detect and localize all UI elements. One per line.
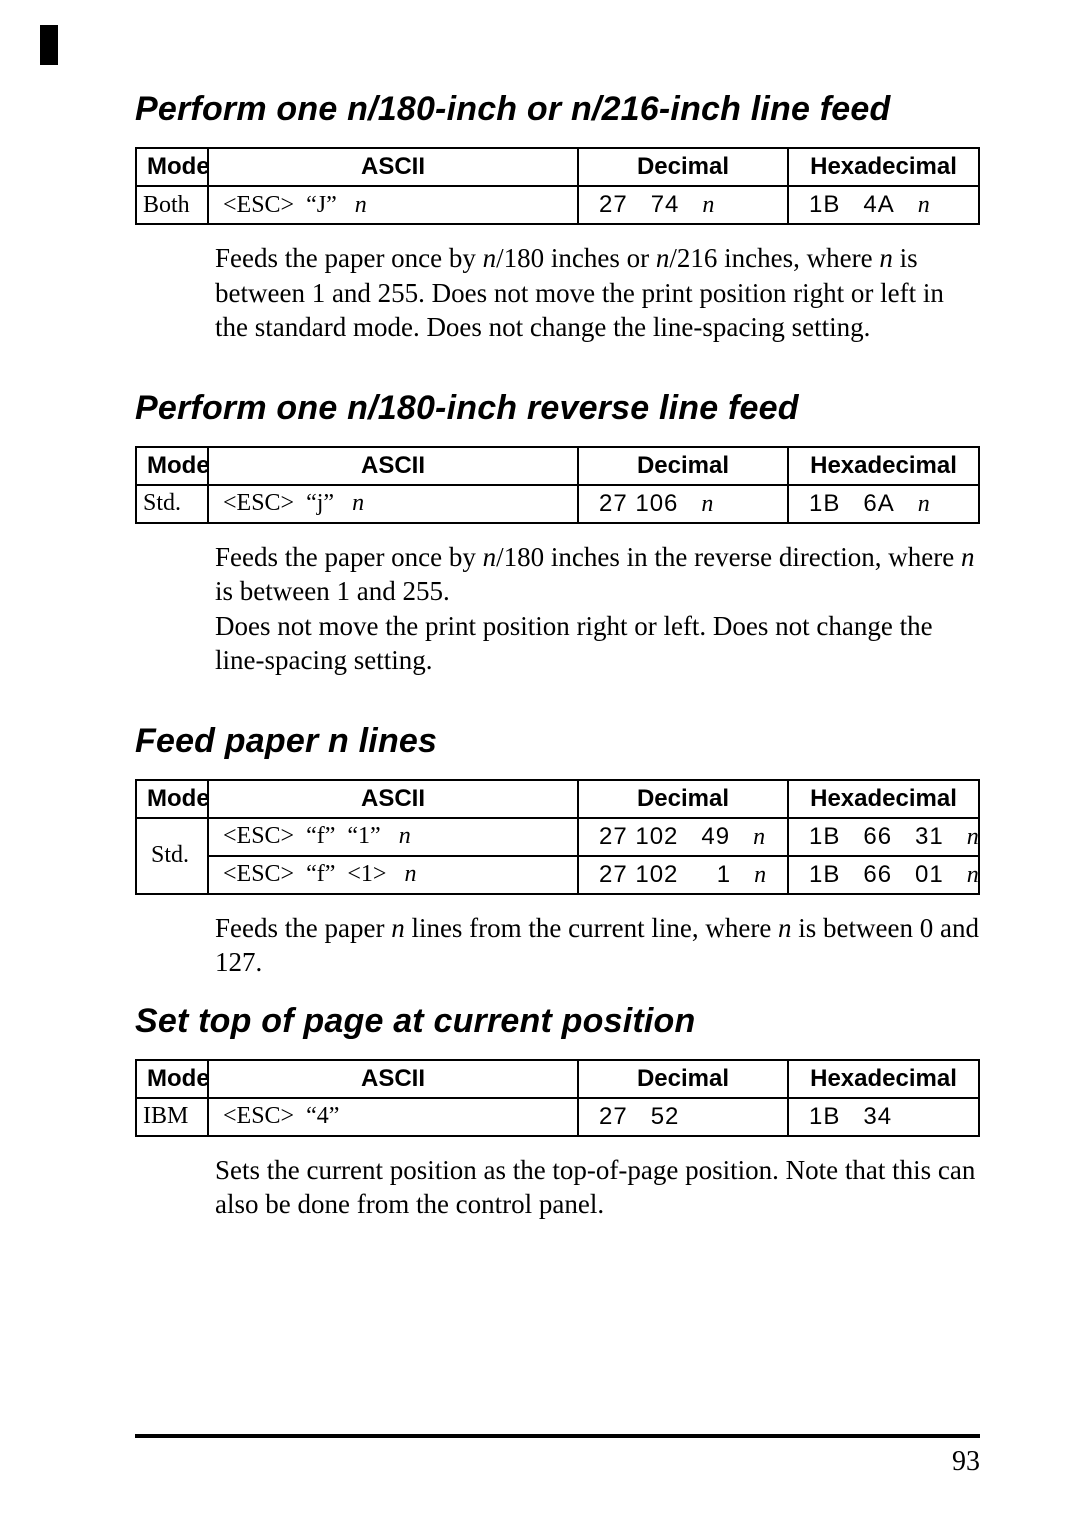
col-header-mode: Mode — [136, 780, 208, 818]
section-description: Feeds the paper once by n/180 inches or … — [215, 241, 980, 345]
cell-decimal: 27 102 1 n — [578, 856, 788, 894]
cell-mode: Both — [136, 186, 208, 224]
table-row: Both<ESC> “J” n27 74 n1B 4A n — [136, 186, 979, 224]
section-description: Feeds the paper once by n/180 inches in … — [215, 540, 980, 678]
col-header-mode: Mode — [136, 1060, 208, 1098]
col-header-ascii: ASCII — [208, 148, 578, 186]
section-title: Feed paper n lines — [135, 722, 980, 761]
cell-ascii: <ESC> “f” “1” n — [208, 818, 578, 856]
table-row: <ESC> “f” <1> n27 102 1 n1B 66 01 n — [136, 856, 979, 894]
cell-hex: 1B 66 01 n — [788, 856, 979, 894]
cell-ascii: <ESC> “f” <1> n — [208, 856, 578, 894]
cell-hex: 1B 66 31 n — [788, 818, 979, 856]
col-header-decimal: Decimal — [578, 148, 788, 186]
col-header-hex: Hexadecimal — [788, 148, 979, 186]
cell-ascii: <ESC> “J” n — [208, 186, 578, 224]
cell-ascii: <ESC> “4” — [208, 1098, 578, 1136]
cell-ascii: <ESC> “j” n — [208, 485, 578, 523]
col-header-ascii: ASCII — [208, 1060, 578, 1098]
col-header-hex: Hexadecimal — [788, 447, 979, 485]
col-header-decimal: Decimal — [578, 447, 788, 485]
command-table: ModeASCIIDecimalHexadecimalIBM<ESC> “4”2… — [135, 1059, 980, 1137]
cell-mode: IBM — [136, 1098, 208, 1136]
col-header-mode: Mode — [136, 447, 208, 485]
table-row: Std.<ESC> “j” n27 106 n1B 6A n — [136, 485, 979, 523]
table-row: IBM<ESC> “4”27 521B 34 — [136, 1098, 979, 1136]
cell-hex: 1B 4A n — [788, 186, 979, 224]
cell-decimal: 27 102 49 n — [578, 818, 788, 856]
col-header-decimal: Decimal — [578, 1060, 788, 1098]
section-description: Feeds the paper n lines from the current… — [215, 911, 980, 980]
command-table: ModeASCIIDecimalHexadecimalStd.<ESC> “j”… — [135, 446, 980, 524]
col-header-ascii: ASCII — [208, 447, 578, 485]
col-header-hex: Hexadecimal — [788, 780, 979, 818]
col-header-ascii: ASCII — [208, 780, 578, 818]
command-table: ModeASCIIDecimalHexadecimalBoth<ESC> “J”… — [135, 147, 980, 225]
table-row: Std.<ESC> “f” “1” n27 102 49 n1B 66 31 n — [136, 818, 979, 856]
cell-mode: Std. — [136, 485, 208, 523]
section-title: Set top of page at current position — [135, 1002, 980, 1041]
col-header-hex: Hexadecimal — [788, 1060, 979, 1098]
section-description: Sets the current position as the top-of-… — [215, 1153, 980, 1222]
col-header-decimal: Decimal — [578, 780, 788, 818]
cell-hex: 1B 6A n — [788, 485, 979, 523]
page-content: Perform one n/180-inch or n/216-inch lin… — [135, 90, 980, 1222]
cell-decimal: 27 74 n — [578, 186, 788, 224]
command-table: ModeASCIIDecimalHexadecimalStd.<ESC> “f”… — [135, 779, 980, 895]
page-number: 93 — [952, 1446, 980, 1478]
footer-rule — [135, 1434, 980, 1438]
section-title: Perform one n/180-inch reverse line feed — [135, 389, 980, 428]
cell-mode: Std. — [136, 818, 208, 894]
cell-hex: 1B 34 — [788, 1098, 979, 1136]
cell-decimal: 27 52 — [578, 1098, 788, 1136]
col-header-mode: Mode — [136, 148, 208, 186]
corner-mark — [40, 25, 58, 65]
cell-decimal: 27 106 n — [578, 485, 788, 523]
section-title: Perform one n/180-inch or n/216-inch lin… — [135, 90, 980, 129]
page: Perform one n/180-inch or n/216-inch lin… — [0, 0, 1080, 1528]
